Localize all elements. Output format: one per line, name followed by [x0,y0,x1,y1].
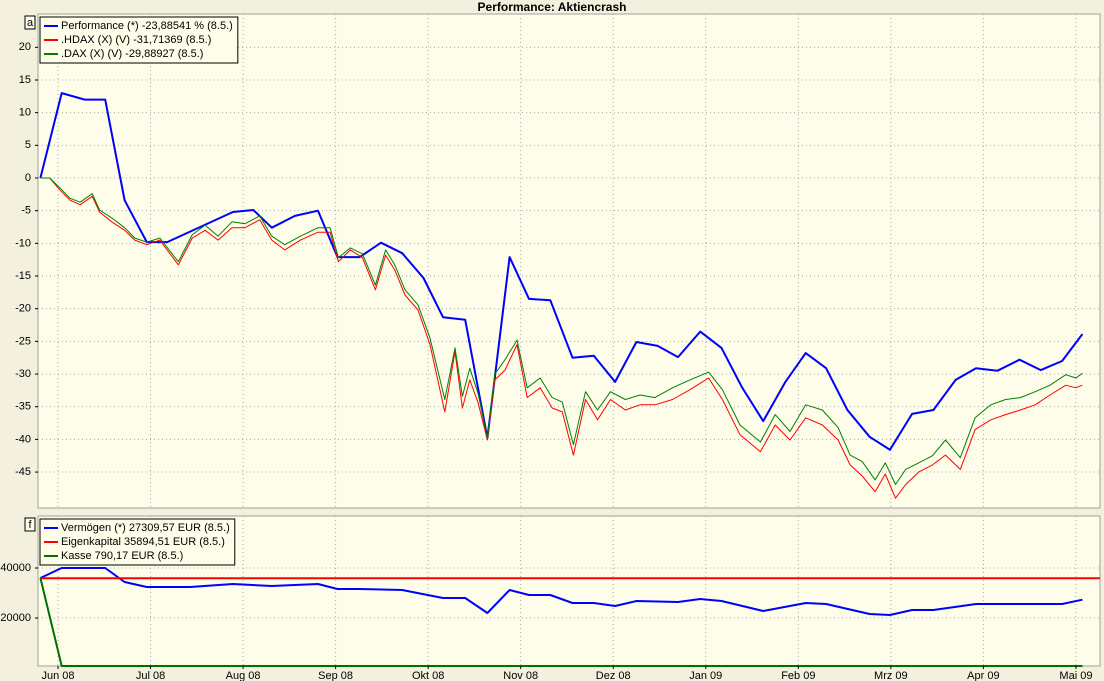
x-tick-label: Feb 09 [781,670,815,681]
legend: Performance (*) -23,88541 % (8.5.) .HDAX … [39,16,239,64]
legend-label: Kasse 790,17 EUR (8.5.) [61,550,183,562]
panel-label: a [27,17,34,29]
legend-label: Performance (*) -23,88541 % (8.5.) [61,20,233,32]
legend-box [39,16,239,64]
x-tick-label: Jul 08 [136,670,165,681]
panel-label: f [28,519,32,531]
y-tick-label: -35 [15,401,31,413]
y-tick-label: 15 [19,74,31,86]
x-tick-label: Jun 08 [41,670,74,681]
y-tick-label: -10 [15,237,31,249]
y-tick-label: 10 [19,107,31,119]
y-tick-label: -45 [15,466,31,478]
x-tick-label: Mrz 09 [874,670,908,681]
legend-label: Eigenkapital 35894,51 EUR (8.5.) [61,536,225,548]
y-tick-label: 20 [19,41,31,53]
legend-label: Vermögen (*) 27309,57 EUR (8.5.) [61,522,230,534]
x-tick-label: Nov 08 [503,670,538,681]
plot-area [37,13,1101,509]
chart-title: Performance: Aktiencrash [478,0,627,14]
y-tick-label: 20000 [0,612,31,624]
legend-box [39,518,236,566]
x-tick-label: Aug 08 [226,670,261,681]
x-tick-label: Okt 08 [412,670,444,681]
x-tick-label: Dez 08 [596,670,631,681]
y-tick-label: 40000 [0,562,31,574]
y-tick-label: 0 [25,172,31,184]
series-line [39,577,1083,667]
y-tick-label: -30 [15,368,31,380]
y-tick-label: -25 [15,335,31,347]
series-line [39,92,1084,451]
panel-label-box [24,517,36,532]
y-tick-label: -15 [15,270,31,282]
series-line [40,177,1083,485]
y-tick-label: -40 [15,433,31,445]
series-line [39,567,1083,616]
y-tick-label: 5 [25,139,31,151]
y-tick-label: -20 [15,303,31,315]
legend-label: .DAX (X) (V) -29,88927 (8.5.) [61,48,203,60]
x-tick-label: Mai 09 [1059,670,1092,681]
panel-label-box [24,15,36,30]
x-tick-label: Apr 09 [967,670,999,681]
y-tick-label: -5 [21,205,31,217]
x-tick-label: Jan 09 [689,670,722,681]
legend-label: .HDAX (X) (V) -31,71369 (8.5.) [61,34,211,46]
legend: Vermögen (*) 27309,57 EUR (8.5.) Eigenkap… [39,518,236,566]
series-line [40,177,1083,499]
x-tick-label: Sep 08 [318,670,353,681]
